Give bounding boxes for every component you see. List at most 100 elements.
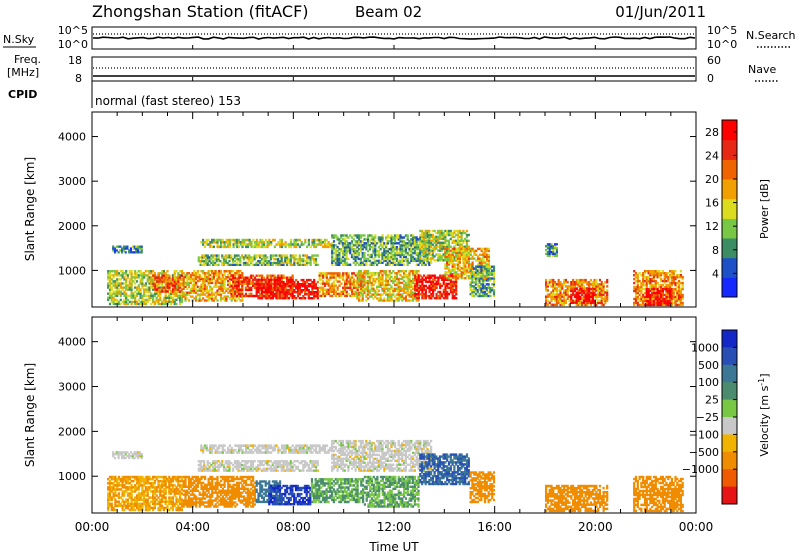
power-cell <box>293 258 296 261</box>
power-cell <box>133 247 136 250</box>
power-cell <box>214 297 217 300</box>
power-cell <box>230 294 233 298</box>
power-cell <box>586 303 589 307</box>
power-cell <box>261 289 264 292</box>
power-cell <box>143 302 146 306</box>
power-cell <box>200 289 203 292</box>
power-cell <box>487 294 490 298</box>
power-cell <box>246 282 249 285</box>
power-cell <box>175 294 178 297</box>
power-cell <box>338 280 341 283</box>
power-cell <box>300 260 303 263</box>
power-cell <box>376 263 379 266</box>
power-cell <box>189 281 192 285</box>
power-cell <box>255 280 258 284</box>
power-cell <box>187 272 191 275</box>
power-cell <box>421 261 424 264</box>
power-cell <box>394 257 397 261</box>
power-cell <box>442 255 445 258</box>
power-cell <box>455 277 458 280</box>
power-cell <box>298 293 301 296</box>
power-cell <box>423 274 426 277</box>
power-cell <box>453 290 456 294</box>
power-cell <box>298 289 301 292</box>
power-cell <box>331 248 334 251</box>
power-cell <box>284 283 287 286</box>
power-cell <box>455 249 458 253</box>
power-cell <box>144 294 147 297</box>
power-cell <box>128 280 131 283</box>
power-cell <box>471 275 474 278</box>
power-cell <box>358 273 361 277</box>
power-cell <box>207 270 210 273</box>
power-cell <box>271 291 274 294</box>
power-cell <box>354 244 357 247</box>
power-cell <box>287 290 291 294</box>
power-cell <box>287 260 290 263</box>
power-cell <box>277 297 280 300</box>
power-cell <box>595 297 598 300</box>
power-cell <box>273 287 276 290</box>
power-cell <box>232 258 235 261</box>
power-cell <box>230 270 233 273</box>
power-cell <box>444 239 447 242</box>
power-cell <box>302 258 305 261</box>
power-cell <box>377 272 380 275</box>
power-cell <box>451 294 454 298</box>
power-cell <box>572 287 575 290</box>
power-cell <box>433 278 436 281</box>
power-cell <box>305 258 309 261</box>
power-cell <box>460 231 463 235</box>
power-cell <box>225 297 228 300</box>
power-cell <box>404 291 407 294</box>
power-cell <box>146 278 149 281</box>
power-cell <box>159 296 162 299</box>
power-cell <box>462 241 465 244</box>
power-cell <box>455 297 458 300</box>
power-cell <box>237 260 240 263</box>
power-cell <box>302 289 305 292</box>
power-cell <box>568 285 571 288</box>
power-cell <box>469 285 472 288</box>
power-cell <box>419 286 422 290</box>
power-cell <box>372 279 375 283</box>
power-cell <box>316 291 319 294</box>
power-cell <box>435 245 438 248</box>
power-cell <box>492 265 496 268</box>
power-cell <box>334 284 337 287</box>
power-cell <box>467 239 470 242</box>
power-cell <box>280 260 283 263</box>
power-cell <box>394 240 397 243</box>
power-cell <box>307 291 310 294</box>
power-cell <box>367 242 370 245</box>
power-cell <box>584 303 587 307</box>
power-cell <box>271 278 274 281</box>
power-cell <box>277 276 280 279</box>
power-cell <box>374 251 377 255</box>
power-cell <box>302 285 305 288</box>
power-cell <box>222 261 226 265</box>
power-cell <box>383 242 386 245</box>
power-cell <box>381 255 384 259</box>
power-cell <box>455 271 458 274</box>
power-cell <box>415 292 419 296</box>
power-cell <box>135 272 139 275</box>
power-cell <box>351 288 354 291</box>
power-cell <box>598 299 602 302</box>
power-cell <box>399 287 402 290</box>
power-cell <box>487 257 490 260</box>
power-cell <box>177 290 180 293</box>
power-cell <box>417 251 420 255</box>
power-cell <box>237 258 240 261</box>
power-cell <box>259 292 262 296</box>
power-cell <box>208 260 211 263</box>
power-cell <box>356 284 359 287</box>
power-cell <box>358 299 361 302</box>
power-cell <box>572 281 575 284</box>
power-cell <box>215 260 218 263</box>
power-cell <box>367 272 370 275</box>
power-cell <box>200 270 203 273</box>
power-cell <box>415 282 419 286</box>
power-cell <box>195 275 198 279</box>
power-cell <box>154 276 157 279</box>
